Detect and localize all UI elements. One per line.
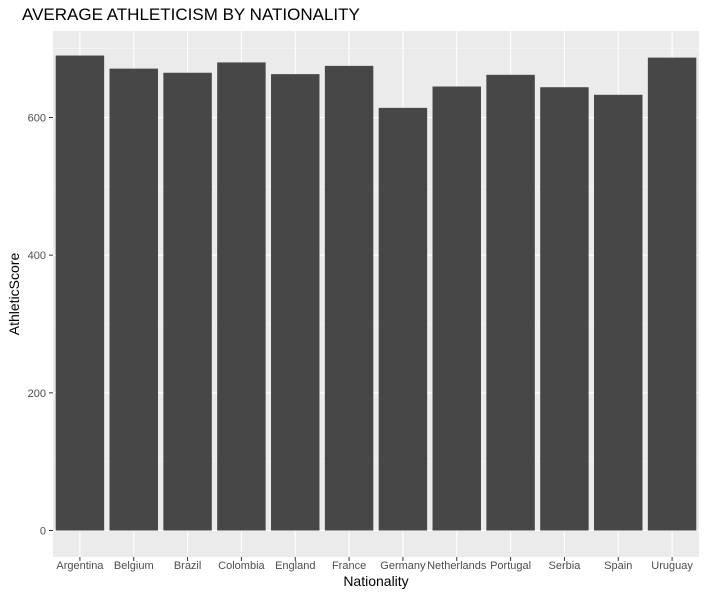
bar-france — [324, 65, 374, 531]
x-tick-label-belgium: Belgium — [114, 560, 154, 572]
bar-uruguay — [647, 57, 697, 531]
bar-england — [271, 74, 320, 531]
bar-spain — [594, 94, 643, 531]
y-tick-label: 600 — [28, 113, 46, 125]
y-tick-label: 0 — [40, 526, 46, 538]
plot-panel — [53, 31, 699, 557]
bar-brazil — [163, 72, 212, 531]
y-tick-label: 200 — [28, 388, 46, 400]
bar-portugal — [486, 74, 535, 531]
y-tick-label: 400 — [28, 250, 46, 262]
x-tick-label-colombia: Colombia — [218, 560, 265, 572]
bar-netherlands — [432, 86, 481, 531]
x-tick-label-argentina: Argentina — [56, 560, 104, 572]
x-tick-label-england: England — [275, 560, 315, 572]
chart-title: AVERAGE ATHLETICISM BY NATIONALITY — [22, 5, 360, 24]
x-axis-title: Nationality — [343, 573, 408, 589]
bar-serbia — [540, 87, 589, 531]
minor-gridlines — [53, 48, 699, 462]
x-tick-label-germany: Germany — [380, 560, 426, 572]
bar-argentina — [55, 55, 105, 531]
x-tick-label-serbia: Serbia — [549, 560, 582, 572]
y-axis: 0 200 400 600 — [28, 113, 53, 538]
x-tick-label-france: France — [332, 560, 366, 572]
x-tick-label-brazil: Brazil — [174, 560, 202, 572]
bar-germany — [378, 107, 428, 531]
x-tick-label-netherlands: Netherlands — [427, 560, 487, 572]
bar-colombia — [217, 62, 266, 531]
x-tick-label-uruguay: Uruguay — [651, 560, 693, 572]
bar-belgium — [109, 68, 158, 531]
bars — [55, 55, 697, 531]
x-tick-label-spain: Spain — [604, 560, 632, 572]
y-axis-title: AthleticScore — [6, 253, 22, 336]
x-axis: Argentina Belgium Brazil Colombia England Fra… — [56, 557, 693, 572]
x-tick-label-portugal: Portugal — [490, 560, 531, 572]
